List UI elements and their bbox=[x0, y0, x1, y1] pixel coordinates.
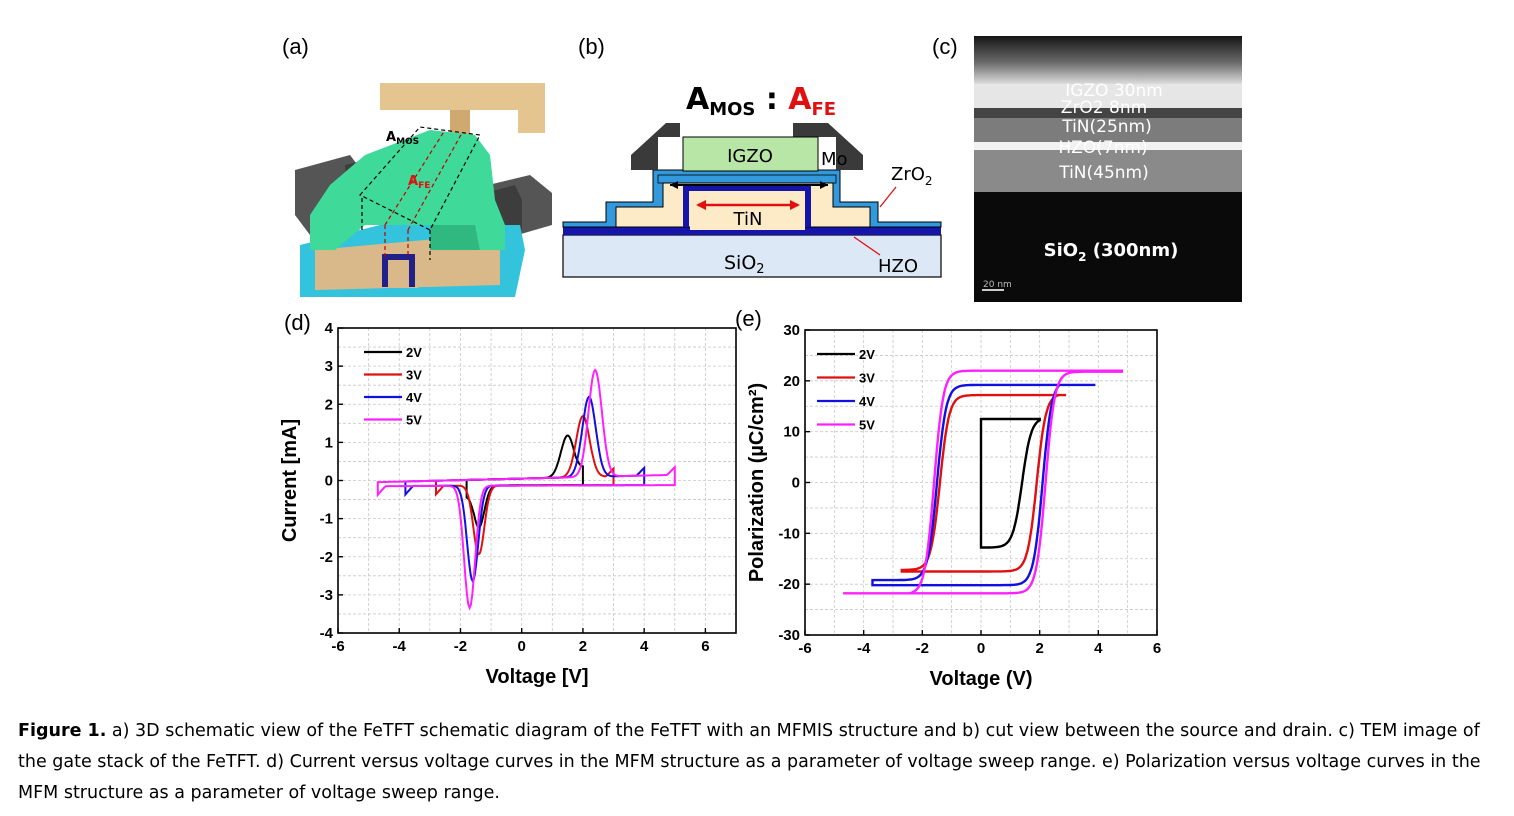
hzo-layer bbox=[563, 227, 941, 235]
mo-label: Mo bbox=[821, 149, 848, 170]
panel-d-label: (d) bbox=[284, 310, 311, 335]
igzo-layer bbox=[682, 136, 819, 172]
tem-label-zro2: ZrO2 8nm bbox=[1061, 98, 1147, 118]
y-tick-label: 1 bbox=[325, 434, 333, 451]
y-tick-label: -4 bbox=[320, 625, 334, 642]
legend-label-3V: 3V bbox=[406, 368, 422, 383]
y-axis-title: Polarization (µC/cm²) bbox=[746, 383, 768, 582]
tin-gate bbox=[690, 192, 805, 230]
x-tick-label: 6 bbox=[701, 638, 709, 655]
figure-number: Figure 1. bbox=[18, 721, 107, 741]
x-tick-label: -6 bbox=[798, 640, 811, 657]
legend-label-2V: 2V bbox=[406, 345, 422, 360]
y-tick-label: -2 bbox=[320, 549, 333, 566]
legend-label-5V: 5V bbox=[859, 418, 875, 433]
sio2-label: SiO2 bbox=[724, 252, 765, 277]
tin-band-bottom bbox=[974, 150, 1242, 192]
panel-c-tem-image: IGZO 30nm ZrO2 8nm TiN(25nm) HZO(7nm) Ti… bbox=[974, 36, 1242, 302]
legend-label-3V: 3V bbox=[859, 371, 875, 386]
zro2-label: ZrO2 bbox=[891, 164, 933, 188]
x-tick-label: 4 bbox=[1094, 640, 1103, 657]
legend-label-4V: 4V bbox=[859, 394, 875, 409]
gate-blue bbox=[382, 254, 415, 287]
x-axis-title: Voltage (V) bbox=[930, 668, 1033, 690]
tem-label-tin-top: TiN(25nm) bbox=[1061, 117, 1152, 137]
y-tick-label: 4 bbox=[325, 320, 334, 337]
y-tick-label: 10 bbox=[783, 424, 800, 441]
y-axis-title: Current [mA] bbox=[279, 419, 301, 542]
x-tick-label: -2 bbox=[916, 640, 929, 657]
x-tick-label: -6 bbox=[331, 638, 344, 655]
scale-bar-label: 20 nm bbox=[983, 280, 1012, 290]
x-tick-label: 0 bbox=[977, 640, 985, 657]
pv-loop-4V bbox=[871, 383, 1096, 587]
y-tick-label: -1 bbox=[320, 511, 333, 528]
sio2-layer bbox=[562, 234, 942, 278]
hzo-label: HZO bbox=[878, 256, 918, 277]
x-tick-label: 2 bbox=[579, 638, 587, 655]
pv-loop-5V bbox=[843, 369, 1123, 595]
legend-label-4V: 4V bbox=[406, 390, 422, 405]
green-body-front bbox=[365, 225, 480, 250]
x-tick-label: 6 bbox=[1153, 640, 1161, 657]
pv-loop-2V bbox=[979, 417, 1041, 549]
panel-b-label: (b) bbox=[578, 34, 605, 59]
y-tick-label: 30 bbox=[783, 322, 800, 339]
hzo-band bbox=[974, 142, 1242, 150]
caption-text: a) 3D schematic view of the FeTFT schema… bbox=[18, 721, 1481, 803]
x-tick-label: -4 bbox=[393, 638, 407, 655]
x-axis-title: Voltage [V] bbox=[486, 666, 589, 688]
y-tick-label: 2 bbox=[325, 396, 333, 413]
pv-loop-3V bbox=[900, 393, 1067, 573]
y-tick-label: 3 bbox=[325, 358, 333, 375]
green-body bbox=[310, 130, 505, 250]
tem-label-sio2: SiO2 (300nm) bbox=[1044, 240, 1179, 264]
figure-caption: Figure 1. a) 3D schematic view of the Fe… bbox=[18, 716, 1508, 809]
x-tick-label: 4 bbox=[640, 638, 649, 655]
x-tick-label: 0 bbox=[518, 638, 526, 655]
panel-b-cross-section: AMOS : AFE IGZO Mo TiN SiO2 HZO ZrO2 bbox=[562, 82, 942, 278]
panel-e-label: (e) bbox=[735, 306, 762, 331]
y-tick-label: -20 bbox=[778, 576, 800, 593]
mo-right bbox=[793, 123, 863, 170]
tin-band-top bbox=[974, 118, 1242, 142]
top-contact-pad bbox=[380, 83, 545, 133]
panel-a-3d-schematic: AMOS AFE bbox=[295, 83, 552, 297]
y-tick-label: -10 bbox=[778, 525, 800, 542]
tem-label-hzo: HZO(7nm) bbox=[1058, 138, 1147, 158]
iv-curve-2V bbox=[465, 434, 584, 529]
igzo-label: IGZO bbox=[727, 146, 773, 167]
y-tick-label: 20 bbox=[783, 373, 800, 390]
afe-label: AFE bbox=[408, 174, 430, 191]
tem-label-igzo: IGZO 30nm bbox=[1065, 81, 1163, 101]
x-tick-label: 2 bbox=[1035, 640, 1043, 657]
x-tick-label: -4 bbox=[857, 640, 871, 657]
y-tick-label: -3 bbox=[320, 587, 333, 604]
amos-label: AMOS bbox=[386, 130, 419, 147]
pad-stem bbox=[450, 110, 470, 135]
ratio-label: AMOS : AFE bbox=[686, 82, 836, 120]
tin-label: TiN bbox=[733, 209, 763, 230]
y-tick-label: 0 bbox=[325, 473, 333, 490]
tem-label-tin-bottom: TiN(45nm) bbox=[1058, 163, 1149, 183]
hzo-u bbox=[683, 185, 811, 227]
legend-label-5V: 5V bbox=[406, 413, 422, 428]
panel-c-label: (c) bbox=[932, 34, 958, 59]
igzo-band bbox=[974, 84, 1242, 108]
y-tick-label: 0 bbox=[792, 475, 800, 492]
sio2-band bbox=[974, 192, 1242, 302]
iv-curve-5V bbox=[376, 368, 676, 611]
panel-a-label: (a) bbox=[282, 34, 309, 59]
legend-label-2V: 2V bbox=[859, 347, 875, 362]
x-tick-label: -2 bbox=[454, 638, 467, 655]
y-tick-label: -30 bbox=[778, 627, 800, 644]
